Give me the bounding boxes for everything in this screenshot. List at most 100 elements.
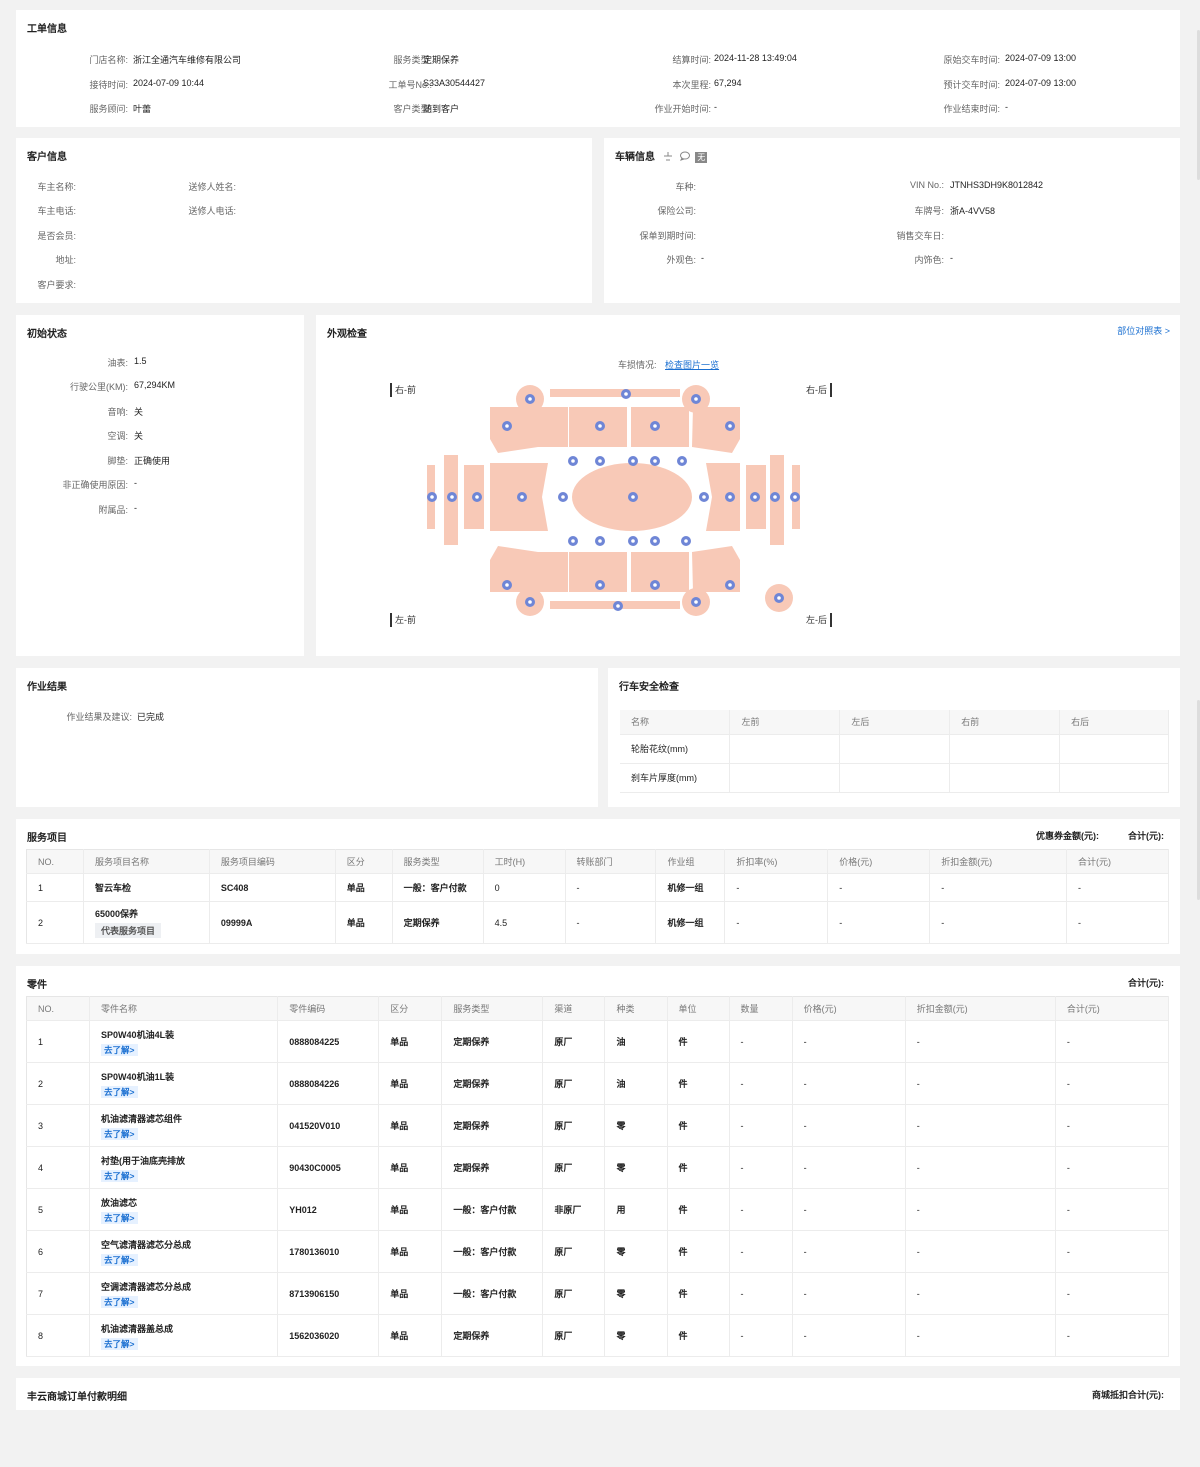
service-rate: -	[736, 917, 740, 928]
part-total: -	[1066, 1078, 1070, 1089]
parts-header-cell: 渠道	[542, 996, 606, 1021]
services-header-cell: 折扣率(%)	[724, 849, 829, 874]
table-row: 2 65000保养 代表服务项目 09999A 单品 定期保养 4.5 - 机修一组 - - - -	[26, 901, 1169, 944]
safety-cell	[1059, 763, 1169, 793]
field-label: 作业开始时间:	[654, 104, 711, 114]
roof-rail-top[interactable]	[550, 389, 680, 397]
field-label: 服务类型:	[393, 55, 432, 65]
part-cell-unit: 件	[667, 1062, 730, 1105]
field-value: 关	[134, 431, 144, 441]
part-disc: -	[916, 1246, 920, 1257]
service-price: -	[839, 917, 843, 928]
services-card: 服务项目 优惠券金额(元): 合计(元): NO. 服务项目名称 服务项目编码 区分服…	[16, 819, 1180, 954]
field-label: 门店名称:	[89, 55, 128, 65]
learn-more-link[interactable]: 去了解>	[101, 1169, 138, 1182]
learn-more-link[interactable]: 去了解>	[101, 1295, 138, 1308]
field-value: S33A30544427	[423, 78, 486, 88]
damage-marker-dot	[694, 397, 698, 401]
service-dept: -	[576, 917, 580, 928]
part-cell-disc: -	[905, 1146, 1056, 1189]
field-value: 2024-07-09 13:00	[1005, 78, 1077, 88]
part-total: -	[1066, 1204, 1070, 1215]
learn-more-link[interactable]: 去了解>	[101, 1337, 138, 1350]
part-name: SP0W40机油4L装	[101, 1029, 175, 1040]
rear-fender-right[interactable]	[692, 407, 740, 453]
field-label: 接待时间:	[89, 80, 128, 90]
learn-more-link[interactable]: 去了解>	[101, 1211, 138, 1224]
damage-marker-dot	[728, 424, 732, 428]
part-div: 单品	[390, 1331, 409, 1341]
damage-marker-dot	[694, 600, 698, 604]
service-cell-div: 单品	[335, 873, 393, 902]
field-value: -	[1005, 102, 1008, 112]
part-unit: 件	[678, 1331, 688, 1341]
services-header-cell: 折扣金额(元)	[929, 849, 1068, 874]
field-label: 本次里程:	[672, 80, 711, 90]
front-fender-right[interactable]	[490, 407, 568, 453]
part-cell-channel: 原厂	[542, 1272, 606, 1315]
damage-marker-dot	[680, 459, 684, 463]
part-cell-qty: -	[729, 1314, 793, 1357]
damage-marker-dot	[528, 600, 532, 604]
part-cell-disc: -	[905, 1104, 1056, 1147]
part-code: 8713906150	[289, 1288, 340, 1299]
part-total: -	[1066, 1120, 1070, 1131]
trunk-panel[interactable]	[706, 463, 740, 531]
part-cell-type: 一般：客户付款	[441, 1272, 544, 1315]
service-cell-group: 机修一组	[655, 901, 726, 944]
part-qty: -	[740, 1246, 744, 1257]
car-damage-diagram[interactable]	[416, 377, 816, 627]
service-disc: -	[941, 917, 945, 928]
part-name: 机油滤清器盖总成	[101, 1323, 174, 1334]
safety-table: 名称 左前 左后 右前 右后 轮胎花纹(mm) 刹车片厚度(mm)	[620, 710, 1169, 793]
representative-service-tag: 代表服务项目	[94, 923, 161, 938]
customer-title: 客户信息	[27, 152, 67, 163]
safety-cell: 刹车片厚度(mm)	[620, 763, 731, 793]
learn-more-link[interactable]: 去了解>	[101, 1043, 138, 1056]
part-cell-unit: 件	[667, 1104, 730, 1147]
scrollbar-thumb[interactable]	[1197, 30, 1200, 180]
part-cell-type: 定期保养	[441, 1062, 544, 1105]
damage-marker-dot	[528, 397, 532, 401]
damage-marker-dot	[631, 459, 635, 463]
damage-marker-dot	[653, 424, 657, 428]
inspection-images-link[interactable]: 检查图片一览	[665, 360, 720, 370]
learn-more-link[interactable]: 去了解>	[101, 1127, 138, 1140]
part-name: SP0W40机油1L装	[101, 1071, 175, 1082]
part-cell-price: -	[792, 1146, 906, 1189]
pin-icon[interactable]	[662, 151, 674, 164]
scrollbar-thumb-lower[interactable]	[1197, 700, 1200, 900]
part-unit: 件	[678, 1163, 688, 1173]
damage-marker-dot	[653, 539, 657, 543]
part-code: 1562036020	[289, 1330, 340, 1341]
damage-marker-dot	[684, 539, 688, 543]
part-cell-qty: -	[729, 1062, 793, 1105]
part-name: 放油滤芯	[101, 1197, 138, 1208]
learn-more-link[interactable]: 去了解>	[101, 1253, 138, 1266]
rear-door-right[interactable]	[631, 407, 689, 447]
safety-cell	[729, 763, 841, 793]
chat-icon[interactable]	[679, 151, 691, 164]
safety-cell: 轮胎花纹(mm)	[620, 734, 731, 764]
service-cell-name: 65000保养 代表服务项目	[83, 901, 210, 944]
front-fender-left[interactable]	[490, 546, 568, 592]
part-no: 4	[38, 1162, 44, 1173]
learn-more-link[interactable]: 去了解>	[101, 1085, 138, 1098]
field-value: -	[950, 253, 953, 263]
part-cell-total: -	[1055, 1020, 1170, 1063]
field-label: 空调:	[107, 431, 128, 441]
part-cell-name: 机油滤清器滤芯组件 去了解>	[89, 1104, 279, 1147]
initial-state-card: 初始状态 油表: 1.5 行驶公里(KM): 67,294KM 音响: 关空调: 关脚垫: 正…	[16, 315, 304, 656]
damage-label: 车损情况:	[618, 360, 657, 370]
services-title: 服务项目	[27, 833, 67, 844]
part-price: -	[803, 1204, 807, 1215]
services-total-label: 合计(元):	[1128, 831, 1164, 841]
field-value: -	[134, 503, 137, 513]
field-label: 预计交车时间:	[943, 80, 1000, 90]
damage-marker-dot	[753, 495, 757, 499]
rear-door-left[interactable]	[631, 552, 689, 592]
field-label: 原始交车时间:	[943, 55, 1000, 65]
parts-header-cell: 数量	[729, 996, 793, 1021]
part-code: YH012	[289, 1204, 317, 1215]
parts-reference-link[interactable]: 部位对照表 >	[1117, 326, 1170, 336]
